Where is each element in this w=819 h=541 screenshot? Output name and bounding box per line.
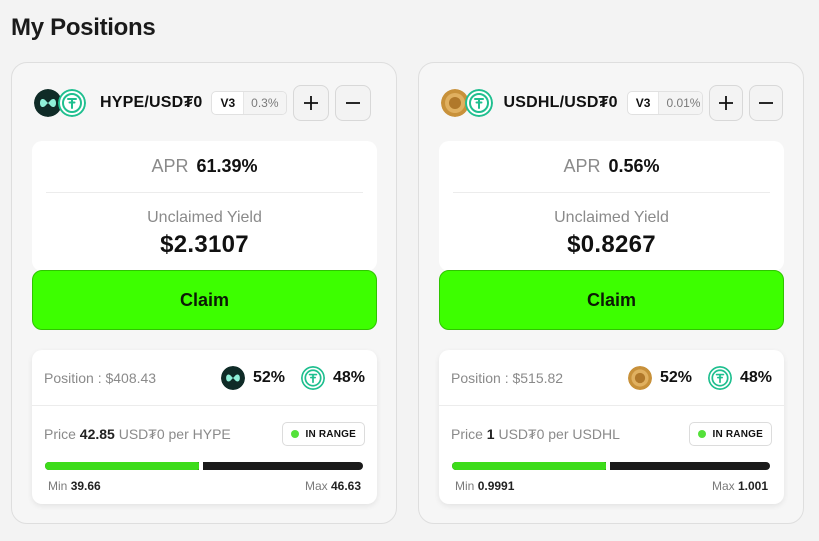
position-header: USDHL/USD₮0 V3 0.01%: [441, 85, 783, 121]
price-label: Price: [44, 426, 76, 442]
token0-share-pct: 52%: [252, 368, 285, 386]
range-bar: [452, 460, 770, 472]
plus-icon: [719, 96, 734, 110]
price-unit: USD₮0 per USDHL: [498, 426, 620, 442]
apr-value: 61.39%: [196, 156, 258, 176]
usdt0-token-icon: [465, 89, 493, 117]
position-row: Position : $408.43 52% 48%: [32, 350, 377, 406]
usdhl-token-icon: [441, 89, 469, 117]
remove-liquidity-button[interactable]: [334, 85, 371, 121]
min-max-row: Min 39.66 Max 46.63: [48, 479, 361, 493]
token0-share-pct: 52%: [659, 368, 692, 386]
claim-button[interactable]: Claim: [32, 270, 377, 330]
apr-label: APR: [151, 156, 189, 176]
min-max-row: Min 0.9991 Max 1.001: [455, 479, 768, 493]
price-text: Price 42.85 USD₮0 per HYPE: [44, 426, 282, 442]
token1-share: 48%: [300, 365, 365, 390]
token1-share-pct: 48%: [332, 368, 365, 386]
apr-row: APR 61.39%: [46, 141, 363, 193]
token1-share: 48%: [707, 365, 772, 390]
unclaimed-yield-label: Unclaimed Yield: [554, 209, 669, 226]
price-value: 1: [486, 426, 495, 442]
minus-icon: [345, 102, 360, 104]
price-row: Price 1 USD₮0 per USDHL IN RANGE: [439, 406, 784, 462]
range-bar-marker: [198, 460, 203, 472]
min-value: 0.9991: [477, 479, 515, 493]
min-text: Min 0.9991: [455, 479, 712, 493]
unclaimed-yield-label: Unclaimed Yield: [147, 209, 262, 226]
position-details: Position : $515.82 52% 48%: [439, 350, 784, 504]
add-liquidity-button[interactable]: [292, 85, 329, 121]
fee-badge: 0.01%: [659, 92, 703, 114]
range-status-label: IN RANGE: [305, 428, 356, 440]
position-header: HYPE/USD₮0 V3 0.3%: [34, 85, 376, 121]
version-badge: V3: [212, 92, 245, 114]
min-value: 39.66: [70, 479, 101, 493]
max-value: 1.001: [737, 479, 768, 493]
range-bar: [45, 460, 363, 472]
hype-token-icon: [34, 89, 62, 117]
range-status-badge: IN RANGE: [688, 422, 772, 446]
position-value: $408.43: [105, 369, 157, 386]
position-row: Position : $515.82 52% 48%: [439, 350, 784, 406]
position-value: $515.82: [512, 369, 564, 386]
token1-share-pct: 48%: [739, 368, 772, 386]
unclaimed-yield-value: $0.8267: [567, 231, 656, 258]
stats-panel: APR 61.39% Unclaimed Yield $2.3107: [32, 141, 377, 271]
minus-icon: [759, 102, 774, 104]
claim-button[interactable]: Claim: [439, 270, 784, 330]
position-label: Position :: [44, 369, 102, 386]
price-unit: USD₮0 per HYPE: [118, 426, 231, 442]
max-text: Max 1.001: [712, 479, 768, 493]
max-label: Max: [711, 479, 735, 493]
price-label: Price: [451, 426, 483, 442]
apr-row: APR 0.56%: [453, 141, 770, 193]
pair-name: USDHL/USD₮0: [503, 94, 618, 111]
status-dot-icon: [290, 430, 299, 438]
add-liquidity-button[interactable]: [709, 85, 744, 121]
page-title: My Positions: [11, 14, 156, 41]
price-text: Price 1 USD₮0 per USDHL: [451, 426, 689, 442]
max-value: 46.63: [330, 479, 361, 493]
max-label: Max: [304, 479, 328, 493]
position-value-text: Position : $515.82: [451, 370, 620, 386]
position-value-text: Position : $408.43: [44, 370, 213, 386]
position-card-hype-usdt0: HYPE/USD₮0 V3 0.3% APR 61.39% Unclaimed …: [11, 62, 397, 524]
max-text: Max 46.63: [305, 479, 361, 493]
token-pair-icons: [34, 88, 88, 118]
remove-liquidity-button[interactable]: [749, 85, 783, 121]
pool-badges: V3 0.3%: [211, 91, 287, 115]
fee-badge: 0.3%: [244, 92, 286, 114]
token0-share: 52%: [627, 365, 700, 390]
status-dot-icon: [697, 430, 706, 438]
plus-icon: [303, 96, 318, 110]
unclaimed-yield-value: $2.3107: [160, 231, 249, 258]
range-bar-marker: [605, 460, 610, 472]
usdt0-token-icon: [707, 365, 732, 390]
version-badge: V3: [628, 92, 660, 114]
usdt0-token-icon: [300, 365, 325, 390]
pool-badges: V3 0.01%: [626, 91, 704, 115]
range-status-label: IN RANGE: [712, 428, 763, 440]
min-label: Min: [48, 479, 68, 493]
range-bar-fill: [45, 462, 201, 470]
stats-panel: APR 0.56% Unclaimed Yield $0.8267: [439, 141, 784, 271]
usdt0-token-icon: [58, 89, 86, 117]
apr-value: 0.56%: [608, 156, 660, 176]
range-bar-fill: [452, 462, 608, 470]
usdhl-token-icon: [627, 365, 652, 390]
min-text: Min 39.66: [48, 479, 305, 493]
position-details: Position : $408.43 52% 48%: [32, 350, 377, 504]
token0-share: 52%: [220, 365, 293, 390]
pair-name: HYPE/USD₮0: [100, 94, 203, 111]
price-row: Price 42.85 USD₮0 per HYPE IN RANGE: [32, 406, 377, 462]
range-status-badge: IN RANGE: [281, 422, 365, 446]
price-value: 42.85: [79, 426, 115, 442]
min-label: Min: [455, 479, 475, 493]
token-pair-icons: [441, 88, 493, 118]
position-card-usdhl-usdt0: USDHL/USD₮0 V3 0.01% APR 0.56% Unclaimed…: [418, 62, 804, 524]
position-label: Position :: [451, 369, 509, 386]
apr-label: APR: [563, 156, 601, 176]
hype-token-icon: [220, 365, 245, 390]
